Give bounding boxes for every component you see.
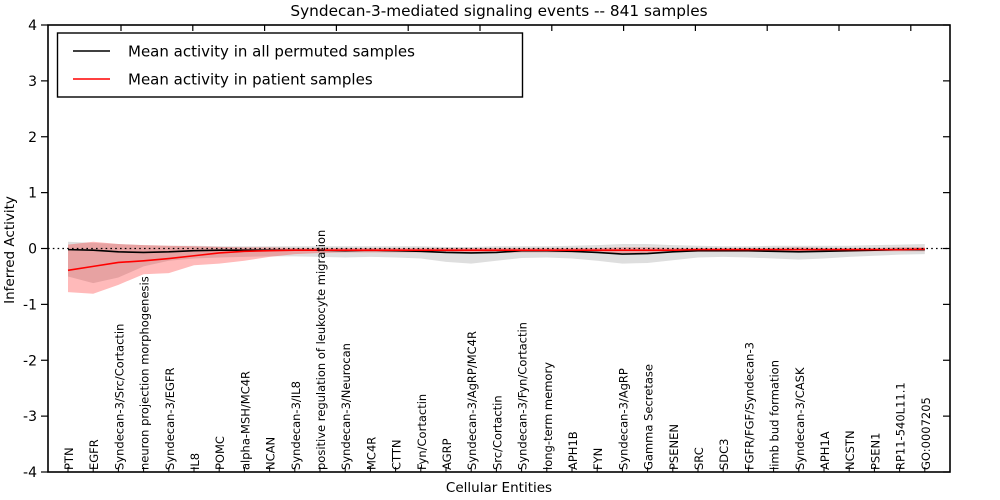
x-tick-label: neuron projection morphogenesis: [138, 276, 152, 470]
y-tick-label: 2: [28, 130, 37, 146]
legend-label-permuted: Mean activity in all permuted samples: [128, 43, 415, 61]
x-tick-label: APH1A: [818, 431, 832, 470]
x-tick-label: Gamma Secretase: [642, 364, 656, 470]
x-tick-label: SDC3: [717, 438, 731, 470]
legend-label-patient: Mean activity in patient samples: [128, 71, 373, 89]
y-tick-label: -1: [23, 297, 37, 313]
plot-area: 4 3 2 1 0 -1 -2 -3 -4 PTN EGFR Syndecan-3/Src/Corta…: [23, 18, 950, 481]
x-tick-label: long-term memory: [541, 362, 555, 470]
x-tick-label: Syndecan-3/Fyn/Cortactin: [516, 322, 530, 470]
x-tick-label: MC4R: [364, 437, 378, 470]
x-tick-label: PSENEN: [667, 424, 681, 470]
x-tick-label: APH1B: [566, 431, 580, 470]
y-axis-label: Inferred Activity: [2, 196, 18, 304]
legend: Mean activity in all permuted samples Me…: [56, 32, 524, 98]
x-tick-label: limb bud formation: [768, 360, 782, 470]
x-tick-label: Syndecan-3/Src/Cortactin: [112, 324, 126, 470]
x-tick-label: Syndecan-3/AgRP: [616, 368, 630, 470]
patient-mean-line: [67, 248, 925, 272]
x-tick-label: Fyn/Cortactin: [415, 394, 429, 470]
patient-confidence-band: [68, 241, 925, 294]
x-axis-label: Cellular Entities: [446, 480, 552, 496]
x-tick-label: GO:0007205: [919, 397, 933, 470]
x-tick-label: alpha-MSH/MC4R: [238, 371, 252, 470]
legend-box: [56, 32, 524, 98]
x-tick-label: FYN: [591, 448, 605, 470]
y-tick-label: 4: [28, 18, 37, 34]
y-tick-label: 3: [28, 74, 37, 90]
x-tick-label: Syndecan-3/EGFR: [163, 367, 177, 470]
x-tick-label: IL8: [188, 453, 202, 470]
x-tick-label: EGFR: [87, 439, 101, 470]
x-tick-label: Syndecan-3/CASK: [793, 367, 807, 470]
x-tick-label: AGRP: [440, 438, 454, 470]
x-tick-label: positive regulation of leukocyte migrati…: [314, 230, 328, 470]
y-tick-label: -2: [23, 353, 37, 369]
x-tick-label: Syndecan-3/AgRP/MC4R: [465, 331, 479, 470]
y-tick-label: 1: [28, 186, 37, 202]
x-tick-label: Syndecan-3/IL8: [289, 381, 303, 470]
permuted-confidence-band: [68, 241, 925, 284]
permuted-mean-line: [67, 248, 925, 255]
y-tick-label: 0: [28, 242, 37, 258]
x-tick-label: NCSTN: [843, 430, 857, 470]
axes-frame: [47, 24, 951, 473]
x-tick-label: CTTN: [390, 440, 404, 470]
chart-title: Syndecan-3-mediated signaling events -- …: [290, 2, 707, 20]
x-tick-label: Src/Cortactin: [490, 395, 504, 470]
x-tick-label: PSEN1: [868, 433, 882, 470]
y-tick-label: -3: [23, 409, 37, 425]
y-tick-label: -4: [23, 465, 37, 481]
x-tick-label: FGFR/FGF/Syndecan-3: [742, 342, 756, 470]
x-tick-label: Syndecan-3/Neurocan: [339, 343, 353, 470]
x-tick-label: NCAN: [264, 437, 278, 470]
x-tick-label: PTN: [62, 447, 76, 470]
x-tick-label: SRC: [692, 447, 706, 470]
x-tick-label: RP11-540L11.1: [894, 382, 908, 470]
x-tick-label: POMC: [213, 436, 227, 470]
